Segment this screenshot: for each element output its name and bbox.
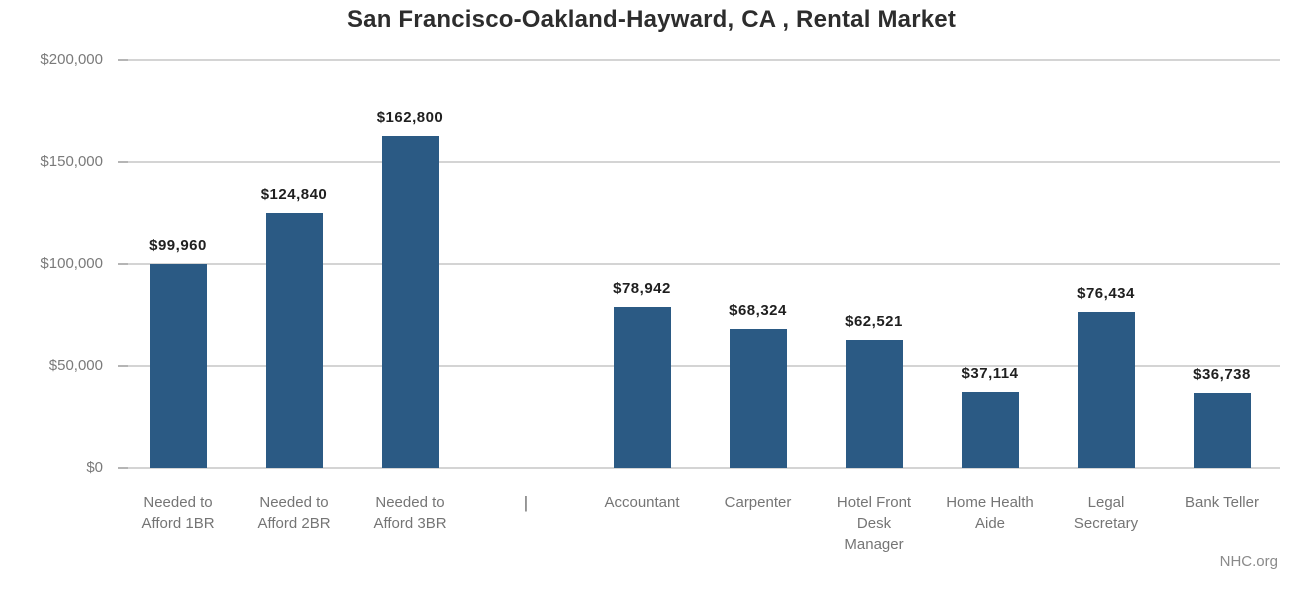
ytick-0 xyxy=(118,467,128,469)
category-label-accountant: Accountant xyxy=(604,494,680,511)
category-label-hotel-front-desk-manager: Hotel Front Desk Manager xyxy=(836,494,912,553)
value-label-legal-secretary: $76,434 xyxy=(1077,285,1135,303)
gridline-0 xyxy=(120,467,1280,469)
category-label-home-health-aide: Home Health Aide xyxy=(946,494,1034,532)
category-label-bank-teller: Bank Teller xyxy=(1185,494,1259,511)
gridline-50000 xyxy=(120,365,1280,367)
bar-legal-secretary xyxy=(1077,312,1135,468)
bar-hotel-front-desk-manager xyxy=(845,340,903,468)
bar-home-health-aide xyxy=(961,392,1019,468)
ytick-label-200000: $200,000 xyxy=(40,51,103,68)
value-label-needed-to-afford-3br: $162,800 xyxy=(376,108,444,126)
bar-needed-to-afford-1br xyxy=(149,264,207,468)
category-label-needed-to-afford-2br: Needed to Afford 2BR xyxy=(257,494,331,532)
ytick-150000 xyxy=(118,161,128,163)
category-label-legal-secretary: Legal Secretary xyxy=(1073,494,1139,532)
source-attribution: NHC.org xyxy=(1219,553,1278,570)
category-label-needed-to-afford-1br: Needed to Afford 1BR xyxy=(141,494,215,532)
ytick-label-50000: $50,000 xyxy=(48,357,103,374)
bar-needed-to-afford-3br xyxy=(381,135,439,468)
category-label-carpenter: Carpenter xyxy=(724,494,792,511)
value-label-carpenter: $68,324 xyxy=(729,301,787,319)
gridline-200000 xyxy=(120,59,1280,61)
bar-carpenter xyxy=(729,328,787,468)
ytick-200000 xyxy=(118,59,128,61)
gridline-150000 xyxy=(120,161,1280,163)
value-label-needed-to-afford-2br: $124,840 xyxy=(260,186,328,204)
value-label-hotel-front-desk-manager: $62,521 xyxy=(845,313,903,331)
value-label-needed-to-afford-1br: $99,960 xyxy=(149,237,207,255)
ytick-100000 xyxy=(118,263,128,265)
value-label-bank-teller: $36,738 xyxy=(1193,366,1251,384)
ytick-label-150000: $150,000 xyxy=(40,153,103,170)
gridline-100000 xyxy=(120,263,1280,265)
bar-needed-to-afford-2br xyxy=(265,213,323,468)
category-label-needed-to-afford-3br: Needed to Afford 3BR xyxy=(373,494,447,532)
chart-title: San Francisco-Oakland-Hayward, CA , Rent… xyxy=(346,6,957,33)
ytick-label-100000: $100,000 xyxy=(40,255,103,272)
ytick-label-0: $0 xyxy=(86,459,103,476)
category-label-separator: | xyxy=(523,493,529,512)
ytick-50000 xyxy=(118,365,128,367)
bar-accountant xyxy=(613,306,671,468)
bar-bank-teller xyxy=(1193,393,1251,468)
value-label-home-health-aide: $37,114 xyxy=(961,365,1019,383)
value-label-accountant: $78,942 xyxy=(613,279,671,297)
